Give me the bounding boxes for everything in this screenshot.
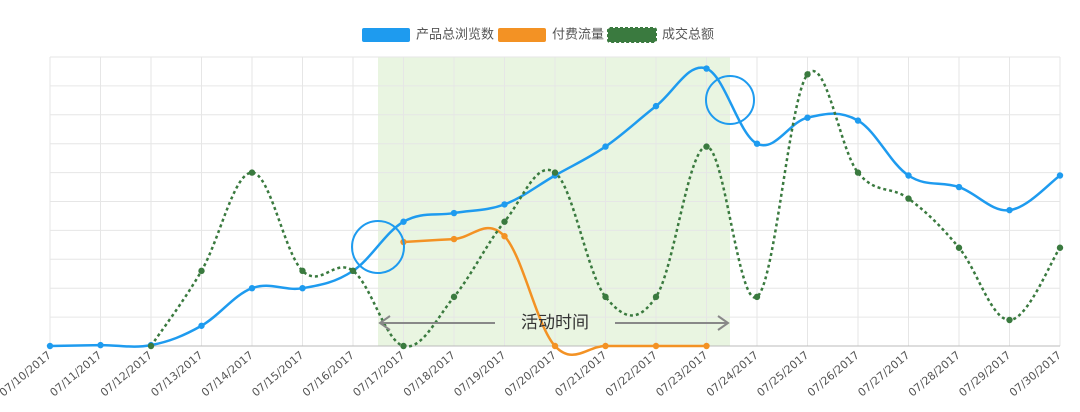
- data-point: [703, 143, 710, 150]
- x-tick-label: 07/30/2017: [1007, 349, 1064, 400]
- x-tick-label: 07/23/2017: [653, 349, 710, 400]
- x-tick-label: 07/22/2017: [603, 349, 660, 400]
- data-point: [1006, 206, 1013, 214]
- data-point: [501, 218, 508, 225]
- legend-swatch: [498, 28, 546, 42]
- legend-label: 成交总额: [662, 27, 714, 43]
- data-point: [602, 143, 609, 150]
- data-point: [501, 232, 508, 240]
- data-point: [1006, 316, 1013, 324]
- data-point: [400, 218, 407, 225]
- data-point: [46, 342, 54, 350]
- data-point: [652, 102, 660, 110]
- data-point: [450, 235, 458, 243]
- data-point: [905, 172, 912, 179]
- x-tick-label: 07/25/2017: [754, 349, 811, 400]
- x-tick-label: 07/28/2017: [906, 349, 963, 400]
- series-line: [49, 66, 1061, 348]
- data-point: [501, 201, 508, 208]
- data-point: [854, 169, 862, 176]
- x-tick-label: 07/15/2017: [249, 349, 306, 400]
- data-point: [753, 140, 761, 147]
- x-tick-label: 07/29/2017: [956, 349, 1013, 400]
- data-point: [703, 65, 710, 72]
- data-point: [854, 117, 862, 124]
- data-point: [602, 293, 609, 301]
- data-point: [1056, 172, 1064, 179]
- data-point: [652, 342, 660, 350]
- x-tick-label: 07/17/2017: [350, 349, 407, 400]
- data-point: [97, 341, 104, 349]
- data-point: [198, 322, 205, 329]
- data-point: [450, 209, 458, 217]
- data-point: [1056, 244, 1064, 251]
- x-tick-label: 07/11/2017: [47, 349, 104, 400]
- data-point: [955, 183, 963, 191]
- x-tick-label: 07/10/2017: [0, 349, 54, 400]
- data-point: [804, 114, 811, 121]
- data-point: [450, 293, 458, 301]
- x-tick-label: 07/12/2017: [98, 349, 155, 400]
- legend-swatch: [362, 28, 410, 42]
- legend-label: 付费流量: [552, 28, 604, 43]
- x-tick-label: 07/21/2017: [552, 349, 609, 400]
- annotation: 活动时间: [521, 313, 589, 333]
- x-tick-label: 07/27/2017: [855, 349, 912, 400]
- data-point: [551, 169, 559, 176]
- data-point: [299, 285, 306, 292]
- x-tick-label: 07/20/2017: [502, 349, 559, 400]
- data-point: [198, 267, 205, 275]
- data-point: [147, 342, 155, 350]
- data-point: [905, 195, 912, 202]
- data-point: [652, 293, 660, 301]
- highlight-circle: [705, 75, 755, 125]
- data-point: [551, 342, 559, 350]
- x-tick-label: 07/16/2017: [300, 349, 357, 400]
- period-arrow: [378, 315, 730, 331]
- data-point: [248, 169, 256, 176]
- x-tick-label: 07/24/2017: [704, 349, 761, 400]
- highlight-circle: [351, 220, 405, 274]
- data-point: [804, 71, 811, 78]
- x-tick-label: 07/18/2017: [401, 349, 458, 400]
- x-tick-label: 07/26/2017: [805, 349, 862, 400]
- legend-label: 产品总浏览数: [416, 27, 494, 43]
- x-tick-label: 07/14/2017: [199, 349, 256, 400]
- x-tick-label: 07/13/2017: [148, 349, 205, 400]
- data-point: [400, 342, 407, 350]
- data-point: [602, 342, 609, 350]
- data-point: [349, 267, 357, 275]
- data-point: [703, 342, 710, 350]
- data-point: [753, 293, 761, 301]
- x-tick-label: 07/19/2017: [451, 349, 508, 400]
- legend-swatch: [607, 27, 657, 43]
- data-point: [248, 285, 256, 292]
- data-point: [955, 244, 963, 251]
- data-point: [299, 267, 306, 275]
